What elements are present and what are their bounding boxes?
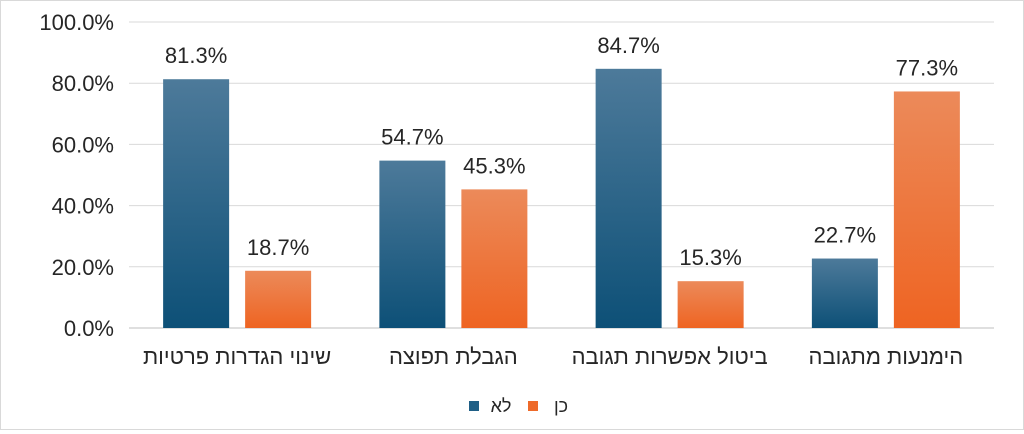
bar-yes bbox=[677, 281, 744, 328]
x-tick-label: הגבלת תפוצה bbox=[389, 344, 518, 369]
bars bbox=[163, 68, 960, 329]
data-label: 15.3% bbox=[679, 245, 741, 270]
x-tick-label: הימנעות מתגובה bbox=[809, 344, 964, 369]
data-labels: 81.3% 18.7% 54.7% 45.3% 84.7% 15.3% 22.7% 77.3% bbox=[165, 33, 958, 270]
data-label: 22.7% bbox=[814, 223, 876, 248]
y-tick-label: 0.0% bbox=[64, 316, 114, 341]
x-tick-label: ביטול אפשרות תגובה bbox=[572, 344, 768, 369]
data-label: 45.3% bbox=[463, 153, 525, 178]
bar-no bbox=[811, 258, 878, 328]
data-label: 77.3% bbox=[896, 55, 958, 80]
data-label: 81.3% bbox=[165, 43, 227, 68]
y-tick-label: 40.0% bbox=[52, 194, 114, 219]
bar-yes bbox=[893, 91, 960, 328]
legend: לא כן bbox=[469, 396, 568, 416]
data-label: 84.7% bbox=[597, 33, 659, 58]
y-tick-label: 80.0% bbox=[52, 71, 114, 96]
data-label: 18.7% bbox=[247, 235, 309, 260]
y-tick-label: 60.0% bbox=[52, 132, 114, 157]
y-axis-ticks: 0.0% 20.0% 40.0% 60.0% 80.0% 100.0% bbox=[39, 10, 114, 341]
y-tick-label: 20.0% bbox=[52, 255, 114, 280]
legend-label: לא bbox=[491, 396, 512, 416]
bar-no bbox=[163, 79, 230, 328]
y-tick-label: 100.0% bbox=[39, 10, 114, 35]
legend-label: כן bbox=[554, 396, 568, 416]
legend-swatch bbox=[528, 401, 538, 411]
bar-no bbox=[595, 68, 662, 329]
bar-no bbox=[379, 160, 446, 328]
x-tick-label: שינוי הגדרות פרטיות bbox=[143, 344, 331, 369]
bar-yes bbox=[461, 189, 528, 328]
bar-yes bbox=[245, 270, 312, 328]
x-axis-ticks: שינוי הגדרות פרטיות הגבלת תפוצה ביטול אפשר… bbox=[143, 344, 963, 369]
data-label: 54.7% bbox=[381, 125, 443, 150]
legend-swatch bbox=[469, 401, 479, 411]
